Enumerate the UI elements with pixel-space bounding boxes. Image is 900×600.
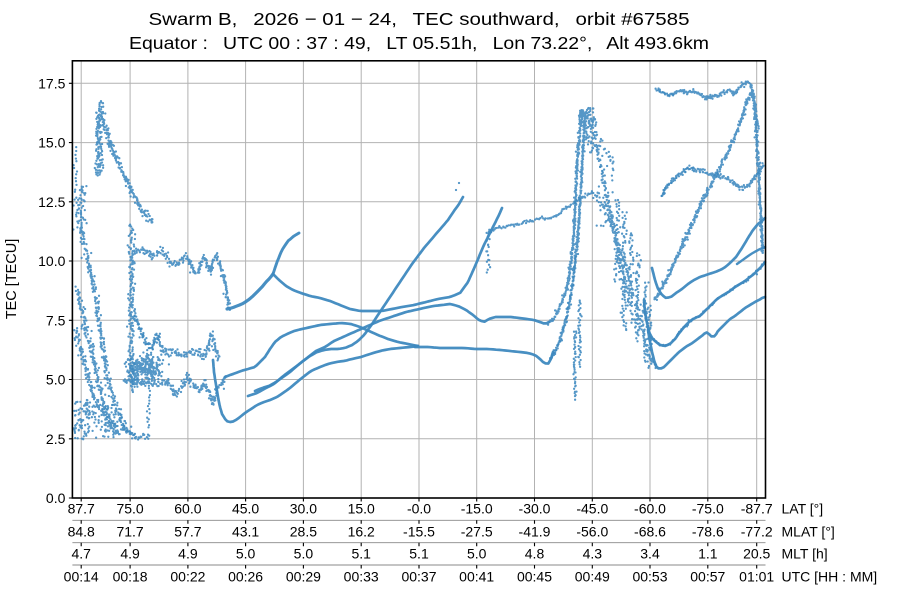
svg-text:4.7: 4.7 [71,546,91,562]
svg-text:00:22: 00:22 [170,569,205,585]
svg-text:00:14: 00:14 [64,569,99,585]
svg-text:43.1: 43.1 [232,524,259,540]
svg-text:16.2: 16.2 [348,524,375,540]
svg-text:4.3: 4.3 [583,546,603,562]
svg-text:-15.0: -15.0 [461,501,493,517]
svg-text:-30.0: -30.0 [519,501,551,517]
svg-text:-60.0: -60.0 [634,501,666,517]
svg-text:30.0: 30.0 [290,501,317,517]
svg-text:TEC [TECU]: TEC [TECU] [4,239,20,320]
svg-text:-77.2: -77.2 [741,524,773,540]
svg-text:-75.0: -75.0 [692,501,724,517]
svg-text:00:49: 00:49 [575,569,610,585]
svg-text:00:57: 00:57 [690,569,725,585]
svg-text:-78.6: -78.6 [692,524,724,540]
svg-text:-87.7: -87.7 [741,501,773,517]
svg-text:-56.0: -56.0 [576,524,608,540]
svg-text:5.1: 5.1 [409,546,429,562]
svg-text:MLT [h]: MLT [h] [782,546,828,562]
svg-text:7.5: 7.5 [46,312,66,328]
svg-text:84.8: 84.8 [68,524,95,540]
svg-text:00:29: 00:29 [286,569,321,585]
svg-text:00:33: 00:33 [344,569,379,585]
svg-text:LAT [°]: LAT [°] [782,501,824,517]
svg-text:5.0: 5.0 [46,372,66,388]
svg-text:10.0: 10.0 [38,253,65,269]
svg-text:MLAT [°]: MLAT [°] [782,524,835,540]
svg-text:4.8: 4.8 [525,546,545,562]
svg-text:00:26: 00:26 [228,569,263,585]
svg-text:15.0: 15.0 [348,501,375,517]
svg-text:20.5: 20.5 [743,546,770,562]
svg-text:Swarm B, 2026 − 01 − 24, TEC: Swarm B, 2026 − 01 − 24, TEC southward, … [149,9,690,29]
svg-text:45.0: 45.0 [232,501,259,517]
svg-text:00:37: 00:37 [401,569,436,585]
svg-text:00:45: 00:45 [517,569,552,585]
svg-text:60.0: 60.0 [174,501,201,517]
svg-text:00:53: 00:53 [632,569,667,585]
svg-text:5.0: 5.0 [294,546,314,562]
svg-text:5.0: 5.0 [467,546,487,562]
svg-text:5.1: 5.1 [351,546,371,562]
svg-text:UTC [HH : MM]: UTC [HH : MM] [782,569,878,585]
svg-text:01:01: 01:01 [739,569,774,585]
svg-text:87.7: 87.7 [68,501,95,517]
svg-text:-27.5: -27.5 [461,524,493,540]
svg-text:71.7: 71.7 [116,524,143,540]
svg-text:12.5: 12.5 [38,194,65,210]
svg-text:5.0: 5.0 [236,546,256,562]
svg-text:-68.6: -68.6 [634,524,666,540]
svg-text:0.0: 0.0 [46,490,66,506]
svg-text:00:18: 00:18 [113,569,148,585]
svg-text:-15.5: -15.5 [403,524,435,540]
svg-text:00:41: 00:41 [459,569,494,585]
svg-text:4.9: 4.9 [120,546,140,562]
svg-text:-41.9: -41.9 [519,524,551,540]
svg-text:-45.0: -45.0 [576,501,608,517]
svg-text:Equator : UTC 00 : 37 : 49,: Equator : UTC 00 : 37 : 49, LT 05.51h, L… [129,33,709,53]
svg-text:15.0: 15.0 [38,135,65,151]
svg-text:75.0: 75.0 [116,501,143,517]
svg-text:57.7: 57.7 [174,524,201,540]
svg-text:28.5: 28.5 [290,524,317,540]
svg-text:3.4: 3.4 [640,546,660,562]
svg-text:1.1: 1.1 [698,546,718,562]
svg-text:17.5: 17.5 [38,75,65,91]
svg-text:2.5: 2.5 [46,431,66,447]
svg-text:-0.0: -0.0 [407,501,431,517]
svg-text:4.9: 4.9 [178,546,198,562]
